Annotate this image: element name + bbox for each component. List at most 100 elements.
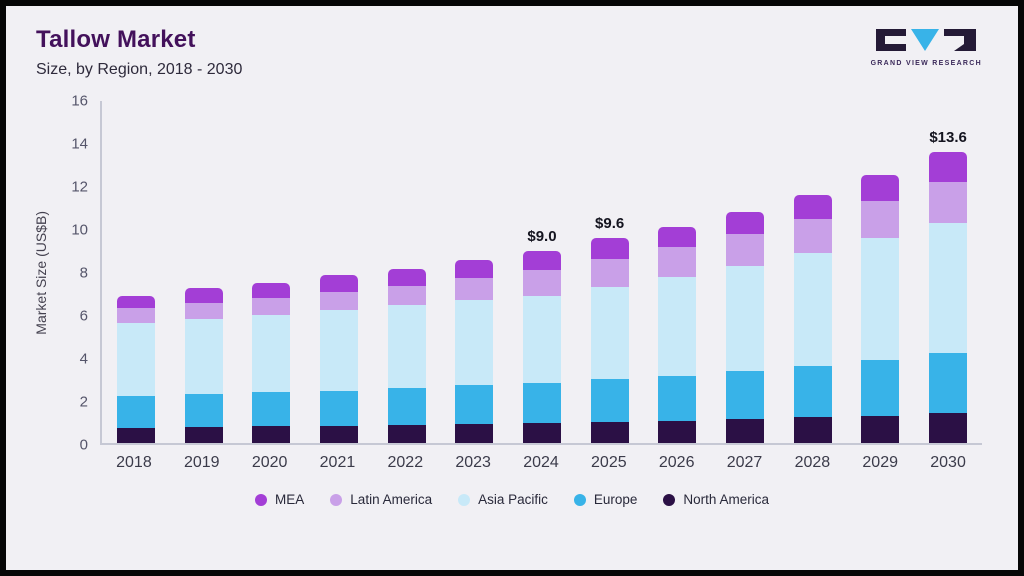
- bar-segment-north-america: [319, 425, 358, 443]
- stacked-bar: [929, 152, 968, 443]
- bar-segment-latin-america: [861, 200, 900, 239]
- bar-segment-asia-pacific: [252, 315, 291, 393]
- bar-segment-north-america: [793, 417, 832, 443]
- bar-segment-latin-america: [387, 285, 426, 306]
- legend-label: Latin America: [350, 492, 433, 507]
- y-tick-label: 14: [71, 135, 88, 153]
- stacked-bar: [319, 275, 358, 443]
- plot-area: $9.0 $9.6 $13.6: [100, 101, 982, 445]
- bar-segment-europe: [252, 392, 291, 427]
- bar-column: [170, 101, 238, 443]
- bar-value-label: $9.6: [595, 214, 625, 232]
- x-axis-label: 2027: [726, 454, 763, 471]
- bar-segment-mea: [658, 227, 697, 248]
- bar-segment-mea: [929, 152, 968, 183]
- bar-column: [237, 101, 305, 443]
- x-axis-label: 2021: [319, 454, 356, 471]
- y-axis: 0 2 4 6 8 10 12 14 16: [54, 93, 100, 454]
- x-axis-label: 2023: [455, 454, 491, 471]
- x-axis-spacer: [28, 454, 100, 472]
- bar-segment-mea: [793, 195, 832, 219]
- x-axis-label: 2030: [930, 454, 966, 471]
- bar-segment-asia-pacific: [116, 323, 155, 396]
- legend-label: North America: [683, 492, 769, 507]
- legend: MEA Latin America Asia Pacific Europe North …: [6, 492, 1018, 507]
- bar-segment-north-america: [252, 426, 291, 443]
- bar-column: [711, 101, 779, 443]
- bar-segment-latin-america: [793, 218, 832, 253]
- bar-column: $9.0: [508, 101, 576, 443]
- header: Tallow Market Size, by Region, 2018 - 20…: [6, 6, 1018, 79]
- bar-segment-asia-pacific: [929, 222, 968, 354]
- stacked-bar: [726, 212, 765, 443]
- bar-segment-latin-america: [726, 234, 765, 267]
- bar-column: [305, 101, 373, 443]
- bar-segment-latin-america: [522, 269, 561, 296]
- bar-column: [102, 101, 170, 443]
- legend-swatch: [573, 493, 586, 506]
- bar-segment-asia-pacific: [793, 252, 832, 367]
- x-axis-label: 2020: [251, 454, 288, 471]
- bar-segment-asia-pacific: [387, 305, 426, 389]
- y-tick-label: 0: [79, 436, 88, 454]
- bar-segment-asia-pacific: [455, 299, 494, 386]
- x-axis-label: 2022: [387, 454, 424, 471]
- bar-column: $13.6: [914, 101, 982, 443]
- y-tick-label: 2: [79, 393, 88, 411]
- bar-segment-north-america: [116, 428, 155, 443]
- bar-column: $9.6: [576, 101, 644, 443]
- y-axis-title-wrap: Market Size (US$B): [28, 101, 54, 445]
- y-tick-label: 6: [79, 307, 88, 325]
- bar-segment-mea: [861, 175, 900, 201]
- legend-item: MEA: [255, 492, 304, 507]
- bar-segment-north-america: [455, 423, 494, 443]
- bar-segment-north-america: [590, 421, 629, 443]
- legend-label: Asia Pacific: [478, 492, 548, 507]
- bar-segment-mea: [455, 260, 494, 279]
- chart-subtitle: Size, by Region, 2018 - 2030: [36, 61, 243, 78]
- bar-segment-north-america: [929, 413, 968, 443]
- gvr-logo-mark: [876, 29, 977, 51]
- bar-segment-europe: [726, 370, 765, 420]
- y-tick-label: 4: [79, 350, 88, 368]
- bar-segment-mea: [116, 295, 155, 309]
- header-titles: Tallow Market Size, by Region, 2018 - 20…: [36, 26, 242, 79]
- bar-segment-north-america: [387, 424, 426, 443]
- bar-segment-europe: [793, 366, 832, 418]
- bar-segment-europe: [522, 383, 561, 423]
- stacked-bar: [590, 237, 629, 443]
- legend-item: Europe: [573, 492, 638, 507]
- bar-segment-mea: [319, 275, 358, 293]
- bar-segment-europe: [658, 375, 697, 421]
- bar-segment-mea: [522, 250, 561, 270]
- bar-segment-europe: [861, 360, 900, 416]
- bar-segment-mea: [184, 288, 223, 304]
- stacked-bar: [387, 268, 426, 443]
- y-tick-label: 12: [71, 178, 88, 196]
- legend-label: MEA: [275, 492, 305, 507]
- legend-swatch: [330, 493, 343, 506]
- page-title: Tallow Market: [36, 26, 196, 53]
- stacked-bar: [184, 288, 223, 443]
- legend-label: Europe: [593, 492, 638, 507]
- bar-segment-asia-pacific: [726, 266, 765, 371]
- bar-segment-asia-pacific: [658, 277, 697, 376]
- legend-item: Asia Pacific: [458, 492, 548, 507]
- bar-segment-europe: [590, 378, 629, 422]
- stacked-bar: [861, 175, 900, 443]
- stacked-bar: [455, 260, 494, 443]
- bar-segment-north-america: [522, 422, 561, 443]
- stacked-bar: [116, 295, 155, 443]
- bar-column: [847, 101, 915, 443]
- bar-column: [779, 101, 847, 443]
- x-axis-label: 2024: [523, 454, 559, 471]
- bar-column: [373, 101, 441, 443]
- bar-segment-north-america: [861, 415, 900, 443]
- bar-value-label: $13.6: [929, 129, 967, 147]
- bar-segment-europe: [455, 385, 494, 424]
- x-axis-label: 2026: [658, 454, 695, 471]
- stacked-bar: [793, 195, 832, 443]
- bar-segment-asia-pacific: [861, 238, 900, 361]
- stacked-bar: [658, 227, 697, 443]
